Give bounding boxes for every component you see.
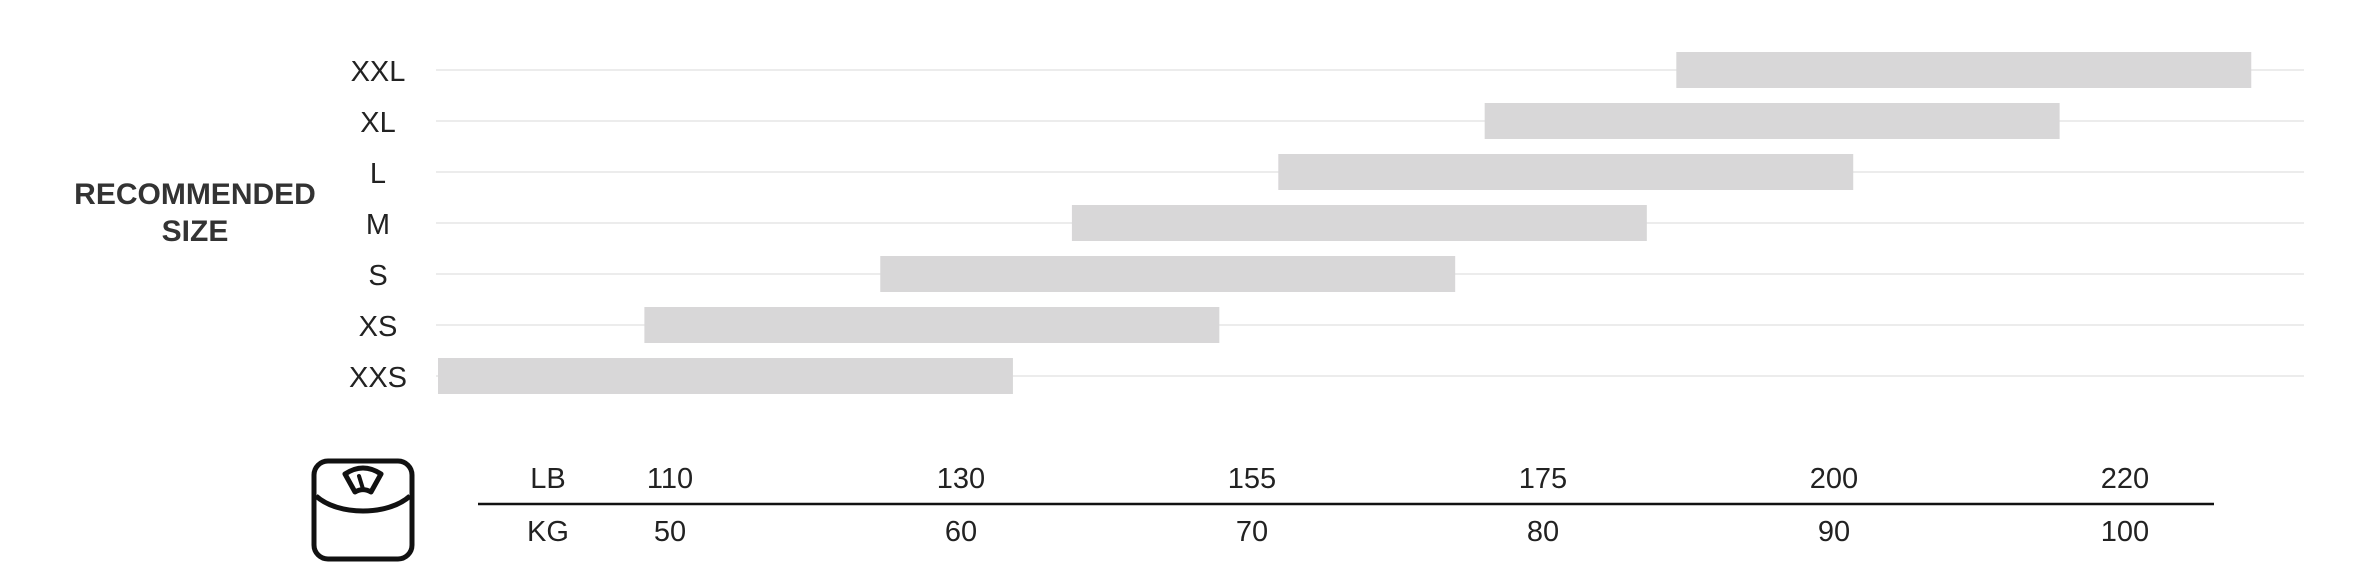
tick-label-kg: 70 xyxy=(1236,516,1268,548)
category-label: XXS xyxy=(349,362,407,394)
tick-label-lb: 175 xyxy=(1519,463,1567,495)
size-range-bar xyxy=(644,307,1220,343)
tick-label-lb: 155 xyxy=(1228,463,1276,495)
category-label: M xyxy=(366,209,390,241)
category-label: S xyxy=(368,260,387,292)
unit-label-lb: LB xyxy=(530,463,565,495)
y-axis-title-line-1: RECOMMENDED xyxy=(74,178,316,211)
tick-label-lb: 110 xyxy=(647,463,693,495)
size-range-bar xyxy=(1484,103,2060,139)
tick-label-kg: 80 xyxy=(1527,516,1559,548)
category-label: XL xyxy=(360,107,395,139)
weight-scale-icon xyxy=(311,458,415,562)
tick-label-kg: 90 xyxy=(1818,516,1850,548)
size-range-bar xyxy=(1071,205,1647,241)
category-label: L xyxy=(370,158,386,190)
y-axis-title: RECOMMENDED SIZE xyxy=(40,176,350,250)
tick-label-kg: 50 xyxy=(654,516,686,548)
category-label: XXL xyxy=(351,56,406,88)
tick-label-kg: 100 xyxy=(2101,516,2149,548)
size-range-bar xyxy=(1676,52,2252,88)
size-range-bar xyxy=(1278,154,1854,190)
size-range-bar xyxy=(880,256,1456,292)
category-label: XS xyxy=(359,311,398,343)
tick-label-lb: 220 xyxy=(2101,463,2149,495)
tick-label-lb: 130 xyxy=(937,463,985,495)
unit-label-kg: KG xyxy=(527,516,569,548)
size-range-bar xyxy=(438,358,1013,394)
tick-label-lb: 200 xyxy=(1810,463,1858,495)
y-axis-title-line-2: SIZE xyxy=(161,215,229,248)
tick-label-kg: 60 xyxy=(945,516,977,548)
